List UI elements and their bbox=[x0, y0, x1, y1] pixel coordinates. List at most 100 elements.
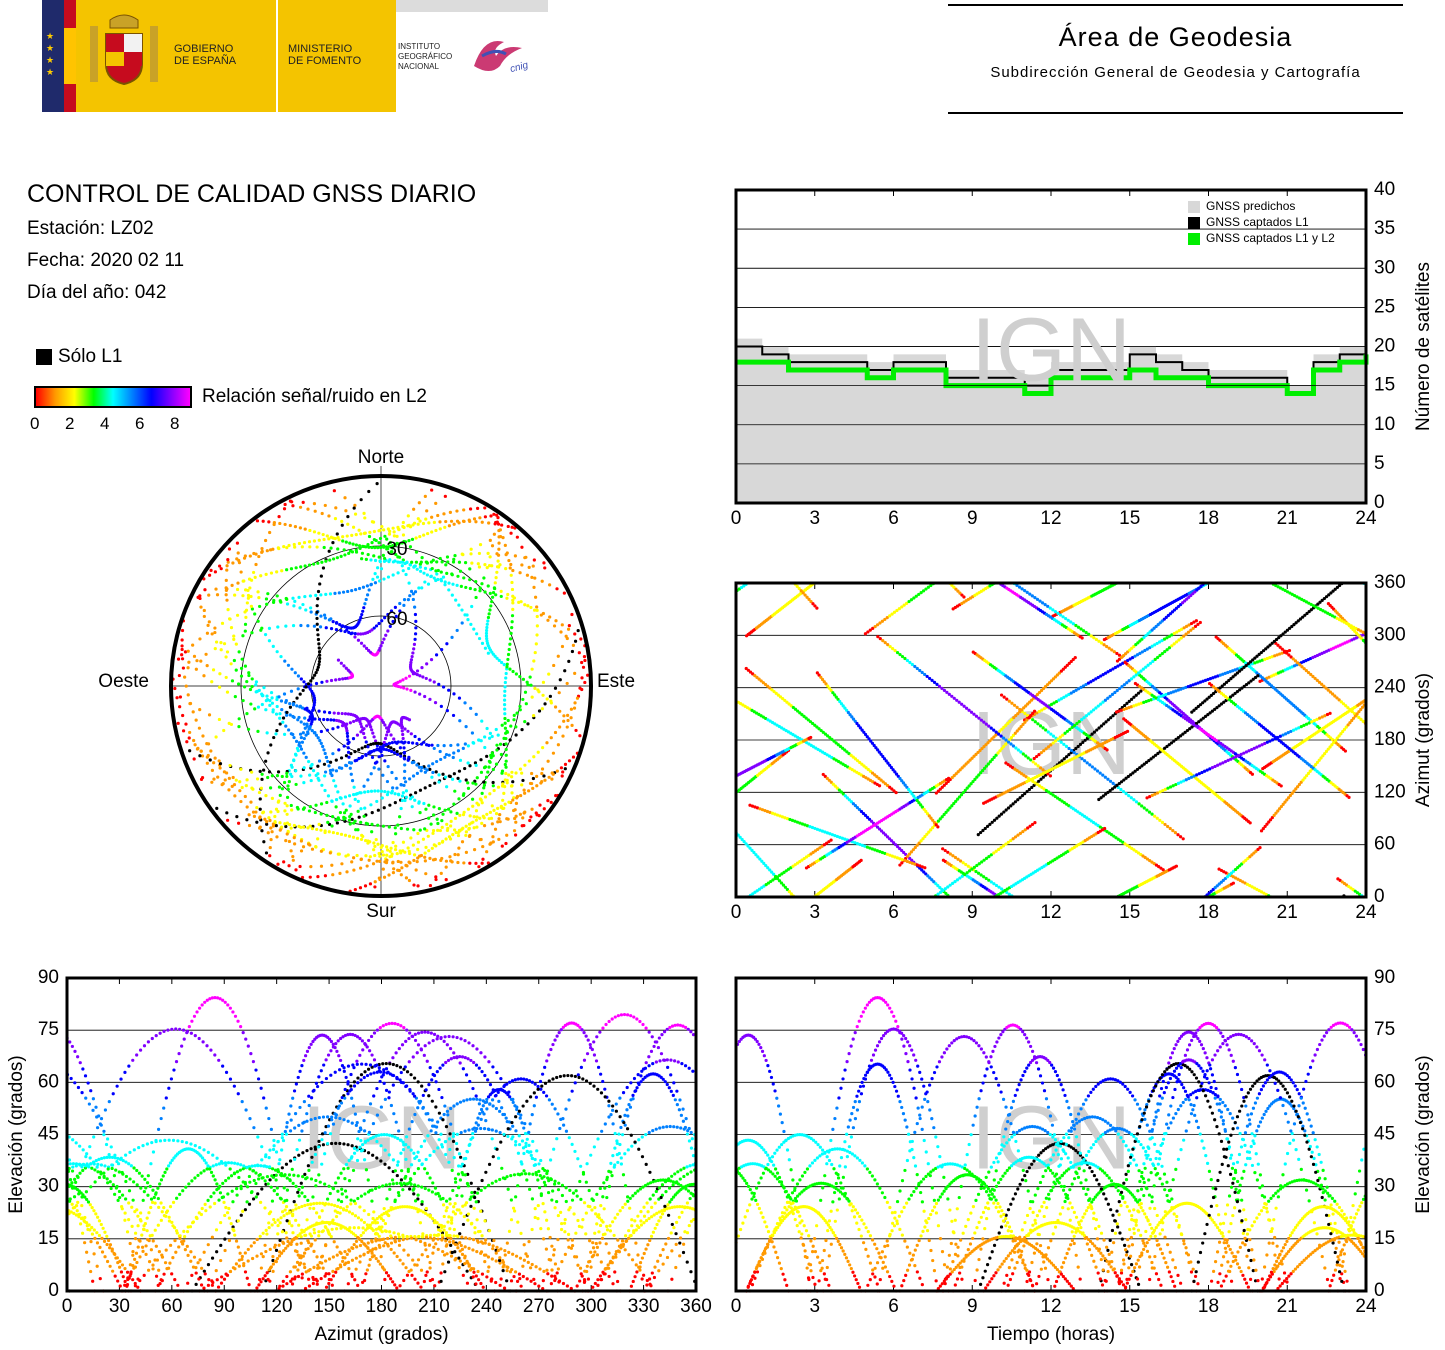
sky-track-point bbox=[505, 597, 508, 600]
sky-track-point bbox=[491, 544, 494, 547]
sky-track-point bbox=[546, 697, 549, 700]
sky-track-point bbox=[402, 569, 405, 572]
sky-track-point bbox=[457, 604, 460, 607]
sky-track-point bbox=[537, 751, 540, 754]
sky-track-point bbox=[434, 844, 437, 847]
sky-track-point bbox=[403, 598, 406, 601]
sky-track-point bbox=[276, 774, 279, 777]
sky-track-point bbox=[238, 650, 241, 653]
sky-track-point bbox=[283, 660, 286, 663]
sky-track-point bbox=[523, 792, 526, 795]
sky-track-point bbox=[195, 659, 198, 662]
sky-track-point bbox=[318, 539, 321, 542]
sky-track-point bbox=[284, 839, 287, 842]
sky-track-point bbox=[359, 886, 362, 889]
sky-track-point bbox=[550, 736, 553, 739]
sky-track-point bbox=[225, 564, 228, 567]
sky-track-point bbox=[329, 718, 332, 721]
sky-track-point bbox=[545, 741, 548, 744]
sky-track-point bbox=[285, 546, 288, 549]
sky-track-point bbox=[484, 647, 487, 650]
sky-track-point bbox=[530, 576, 533, 579]
sky-track-point bbox=[311, 848, 314, 851]
sky-track-point bbox=[418, 535, 421, 538]
sky-track-point bbox=[552, 752, 555, 755]
sky-track-point bbox=[448, 524, 451, 527]
sky-track-point bbox=[528, 566, 531, 569]
sky-track-point bbox=[208, 620, 211, 623]
sky-track-point bbox=[319, 625, 322, 628]
sky-track-point bbox=[272, 645, 275, 648]
sky-track-point bbox=[198, 727, 201, 730]
azimuth-point bbox=[1288, 649, 1291, 652]
sky-track-point bbox=[495, 748, 498, 751]
sky-track-point bbox=[259, 574, 262, 577]
sky-track-point bbox=[231, 679, 234, 682]
sky-track-point bbox=[520, 772, 523, 775]
sky-track-point bbox=[392, 573, 395, 576]
sky-track-point bbox=[309, 876, 312, 879]
sky-track-point bbox=[461, 621, 464, 624]
sky-track-point bbox=[392, 560, 395, 563]
sky-track-point bbox=[481, 792, 484, 795]
sky-track-point bbox=[317, 642, 320, 645]
sky-track-point bbox=[505, 834, 508, 837]
sky-track-point bbox=[295, 697, 298, 700]
sky-track-point bbox=[346, 742, 349, 745]
sky-track-point bbox=[535, 633, 538, 636]
sky-track-point bbox=[300, 736, 303, 739]
sky-track-point bbox=[181, 657, 184, 660]
sky-track-point bbox=[346, 738, 349, 741]
sky-track-point bbox=[247, 674, 250, 677]
sky-track-point bbox=[240, 674, 243, 677]
sky-track-point bbox=[240, 570, 243, 573]
sky-track-point bbox=[351, 818, 354, 821]
sky-track-point bbox=[495, 763, 498, 766]
sky-track-point bbox=[469, 552, 472, 555]
sky-track-point bbox=[406, 730, 409, 733]
sky-track-point bbox=[226, 650, 229, 653]
sky-track-point bbox=[325, 756, 328, 759]
azimuth-point bbox=[916, 667, 919, 670]
sky-track-point bbox=[340, 662, 343, 665]
sky-track-point bbox=[445, 753, 448, 756]
sky-track-point bbox=[416, 568, 419, 571]
sky-track-point bbox=[382, 544, 385, 547]
sky-track-point bbox=[376, 747, 379, 750]
azimuth-point bbox=[1091, 765, 1094, 768]
sky-track-point bbox=[359, 821, 362, 824]
sky-track-point bbox=[420, 666, 423, 669]
sky-track-point bbox=[318, 660, 321, 663]
sky-track-point bbox=[380, 525, 383, 528]
sky-track-point bbox=[300, 677, 303, 680]
sky-track-point bbox=[471, 798, 474, 801]
sky-track-point bbox=[401, 733, 404, 736]
sky-track-point bbox=[178, 705, 181, 708]
sky-track-point bbox=[363, 602, 366, 605]
sky-track-point bbox=[439, 859, 442, 862]
sky-track-point bbox=[225, 593, 228, 596]
sky-track-point bbox=[244, 588, 247, 591]
sky-track-point bbox=[299, 506, 302, 509]
sky-track-point bbox=[480, 582, 483, 585]
sky-track-point bbox=[471, 781, 474, 784]
sky-track-point bbox=[538, 804, 541, 807]
sky-track-point bbox=[184, 722, 187, 725]
sky-track-point bbox=[374, 581, 377, 584]
sky-track-point bbox=[505, 665, 508, 668]
sky-track-point bbox=[435, 572, 438, 575]
sky-track-point bbox=[344, 509, 347, 512]
azimuth-point bbox=[1027, 756, 1030, 759]
sky-track-point bbox=[206, 632, 209, 635]
sky-track-point bbox=[258, 689, 261, 692]
sky-track-point bbox=[315, 617, 318, 620]
sky-track-point bbox=[432, 805, 435, 808]
sky-track-point bbox=[358, 547, 361, 550]
sky-track-point bbox=[179, 695, 182, 698]
sky-track-point bbox=[397, 528, 400, 531]
sky-track-point bbox=[206, 664, 209, 667]
azimuth-point bbox=[1033, 710, 1036, 713]
sky-track-point bbox=[235, 815, 238, 818]
sky-track-point bbox=[267, 816, 270, 819]
sky-track-point bbox=[329, 592, 332, 595]
